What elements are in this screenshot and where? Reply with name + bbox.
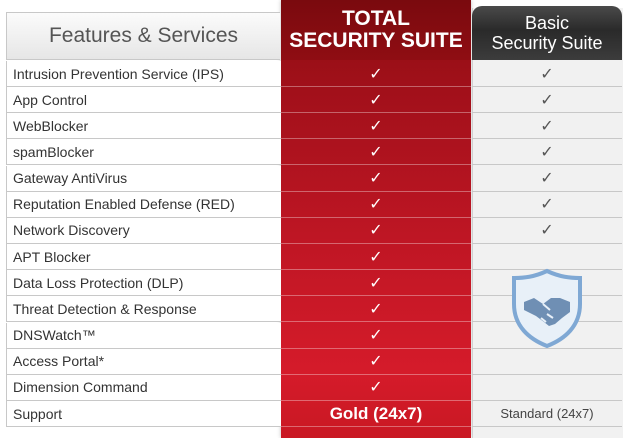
basic-security-column bbox=[472, 8, 623, 438]
total-check-icon: ✓ bbox=[281, 166, 471, 192]
support-basic-value: Standard (24x7) bbox=[472, 401, 622, 427]
basic-check-icon: ✓ bbox=[472, 218, 622, 244]
basic-security-header: Basic Security Suite bbox=[472, 6, 622, 60]
basic-check-icon: ✓ bbox=[472, 139, 622, 166]
basic-header-line1: Basic bbox=[524, 13, 569, 33]
table-row: DNSWatch™ ✓ bbox=[6, 322, 622, 349]
feature-label: WebBlocker bbox=[6, 113, 281, 140]
basic-check-icon: ✓ bbox=[472, 113, 622, 140]
table-row: APT Blocker ✓ bbox=[6, 244, 622, 271]
feature-label: Dimension Command bbox=[6, 374, 281, 401]
handshake-shield-icon bbox=[512, 268, 582, 348]
basic-empty-cell bbox=[472, 349, 622, 375]
feature-label: Network Discovery bbox=[6, 217, 281, 244]
table-row: Reputation Enabled Defense (RED) ✓ ✓ bbox=[6, 191, 622, 218]
total-check-icon: ✓ bbox=[281, 139, 471, 166]
feature-label: Reputation Enabled Defense (RED) bbox=[6, 191, 281, 218]
total-check-icon: ✓ bbox=[281, 87, 471, 114]
basic-check-icon: ✓ bbox=[472, 192, 622, 218]
total-check-icon: ✓ bbox=[281, 270, 471, 297]
feature-label: APT Blocker bbox=[6, 244, 281, 271]
feature-label: Threat Detection & Response bbox=[6, 296, 281, 323]
table-row: Access Portal* ✓ bbox=[6, 348, 622, 375]
total-security-header: TOTAL SECURITY SUITE bbox=[281, 0, 471, 60]
feature-label: Gateway AntiVirus bbox=[6, 165, 281, 192]
total-check-icon: ✓ bbox=[281, 192, 471, 218]
feature-label: Access Portal* bbox=[6, 348, 281, 375]
basic-empty-cell bbox=[472, 323, 622, 349]
feature-label: App Control bbox=[6, 87, 281, 114]
feature-label: DNSWatch™ bbox=[6, 322, 281, 349]
table-row: App Control ✓ ✓ bbox=[6, 87, 622, 114]
total-check-icon: ✓ bbox=[281, 296, 471, 323]
total-header-line1: TOTAL bbox=[341, 7, 411, 30]
table-row: Network Discovery ✓ ✓ bbox=[6, 217, 622, 244]
table-row: Data Loss Protection (DLP) ✓ bbox=[6, 270, 622, 297]
total-header-line2: SECURITY SUITE bbox=[289, 29, 463, 52]
basic-check-icon: ✓ bbox=[472, 166, 622, 192]
basic-header-line2: Security Suite bbox=[491, 33, 603, 53]
support-label: Support bbox=[6, 401, 281, 427]
basic-check-icon: ✓ bbox=[472, 87, 622, 114]
basic-empty-cell bbox=[472, 375, 622, 401]
feature-label: Data Loss Protection (DLP) bbox=[6, 270, 281, 297]
feature-label: Intrusion Prevention Service (IPS) bbox=[6, 61, 281, 87]
total-check-icon: ✓ bbox=[281, 61, 471, 87]
table-row: Intrusion Prevention Service (IPS) ✓ ✓ bbox=[6, 61, 622, 87]
table-row: Threat Detection & Response ✓ bbox=[6, 296, 622, 323]
basic-check-icon: ✓ bbox=[472, 61, 622, 87]
total-check-icon: ✓ bbox=[281, 323, 471, 349]
table-row: WebBlocker ✓ ✓ bbox=[6, 113, 622, 140]
total-check-icon: ✓ bbox=[281, 244, 471, 271]
table-row: spamBlocker ✓ ✓ bbox=[6, 139, 622, 166]
support-row: Support Gold (24x7) Standard (24x7) bbox=[6, 401, 622, 427]
table-row: Gateway AntiVirus ✓ ✓ bbox=[6, 165, 622, 192]
total-check-icon: ✓ bbox=[281, 113, 471, 140]
table-row: Dimension Command ✓ bbox=[6, 374, 622, 401]
total-check-icon: ✓ bbox=[281, 218, 471, 244]
total-check-icon: ✓ bbox=[281, 375, 471, 401]
basic-empty-cell bbox=[472, 244, 622, 271]
total-check-icon: ✓ bbox=[281, 349, 471, 375]
features-header: Features & Services bbox=[6, 12, 280, 60]
feature-label: spamBlocker bbox=[6, 139, 281, 166]
total-security-column bbox=[281, 0, 471, 438]
support-total-value: Gold (24x7) bbox=[281, 401, 471, 427]
